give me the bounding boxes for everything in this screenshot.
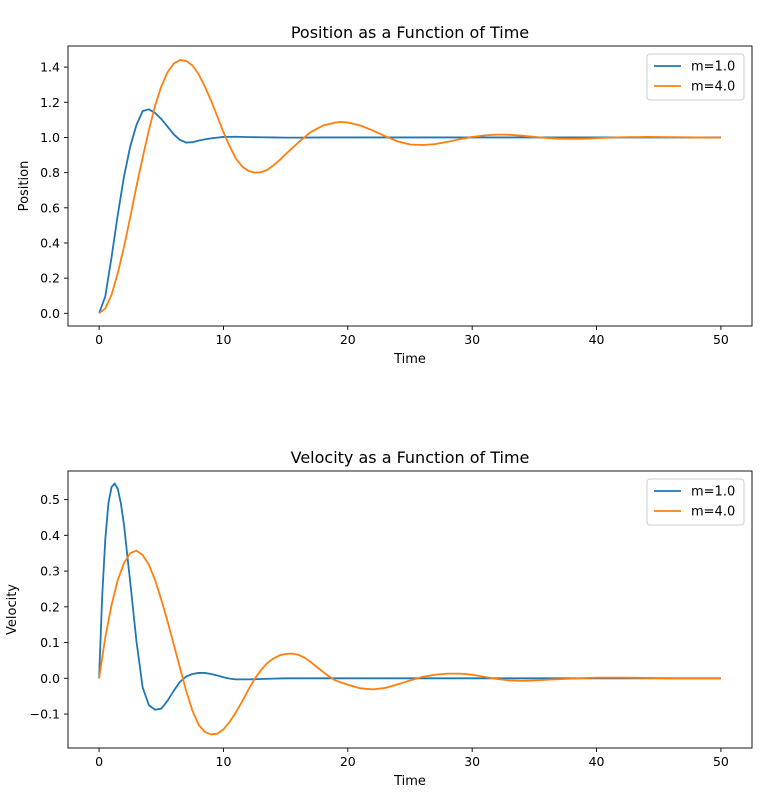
legend-label: m=1.0 — [691, 485, 735, 500]
x-tick-label: 0 — [95, 332, 103, 347]
velocity-chart: 0 10 20 30 40 50 −0.1 0.0 0.1 0.2 0.3 0.4 0.5 Velocit… — [5, 448, 753, 789]
x-tick-label: 40 — [589, 332, 605, 347]
chart-title: Position as a Function of Time — [291, 23, 529, 42]
x-tick-label: 30 — [464, 754, 480, 769]
y-tick-label: 0.4 — [40, 528, 60, 543]
legend-label: m=1.0 — [691, 60, 735, 75]
chart-title: Velocity as a Function of Time — [291, 448, 530, 467]
y-tick-label: 1.2 — [40, 95, 60, 110]
series-line-m=4.0 — [98, 59, 721, 315]
y-tick-label: 0.1 — [40, 635, 60, 650]
y-tick-label: 0.0 — [40, 306, 60, 321]
axes-frame — [67, 470, 753, 749]
legend-label: m=4.0 — [691, 80, 735, 95]
position-chart: 0 10 20 30 40 50 0.0 0.2 0.4 0.6 0.8 1.0 1.2 1.4 Posit… — [17, 23, 753, 367]
x-tick-label: 0 — [95, 754, 103, 769]
x-tick-label: 20 — [340, 332, 356, 347]
x-tick-label: 50 — [713, 754, 729, 769]
series-line-m=1.0 — [98, 482, 721, 711]
y-axis-label: Position — [17, 161, 32, 212]
y-tick-label: 1.0 — [40, 130, 60, 145]
series-line-m=1.0 — [98, 108, 721, 314]
y-tick-label: 0.2 — [40, 599, 60, 614]
y-tick-label: 0.0 — [40, 671, 60, 686]
x-tick-label: 10 — [216, 754, 232, 769]
y-axis-label: Velocity — [5, 584, 20, 635]
legend-label: m=4.0 — [691, 505, 735, 520]
axes-frame — [67, 45, 753, 327]
x-axis-label: Time — [393, 774, 426, 789]
y-tick-label: −0.1 — [30, 707, 60, 722]
y-tick-label: 0.3 — [40, 564, 60, 579]
x-tick-label: 30 — [464, 332, 480, 347]
y-tick-label: 0.2 — [40, 271, 60, 286]
y-tick-label: 0.5 — [40, 492, 60, 507]
legend: m=1.0 m=4.0 — [646, 478, 745, 526]
y-tick-label: 0.8 — [40, 165, 60, 180]
x-tick-label: 50 — [713, 332, 729, 347]
x-tick-label: 20 — [340, 754, 356, 769]
legend: m=1.0 m=4.0 — [646, 53, 745, 101]
x-tick-label: 10 — [216, 332, 232, 347]
y-tick-label: 0.4 — [40, 235, 60, 250]
x-tick-label: 40 — [589, 754, 605, 769]
series-line-m=4.0 — [98, 549, 721, 736]
y-tick-label: 0.6 — [40, 200, 60, 215]
y-tick-label: 1.4 — [40, 60, 60, 75]
x-axis-label: Time — [393, 352, 426, 367]
